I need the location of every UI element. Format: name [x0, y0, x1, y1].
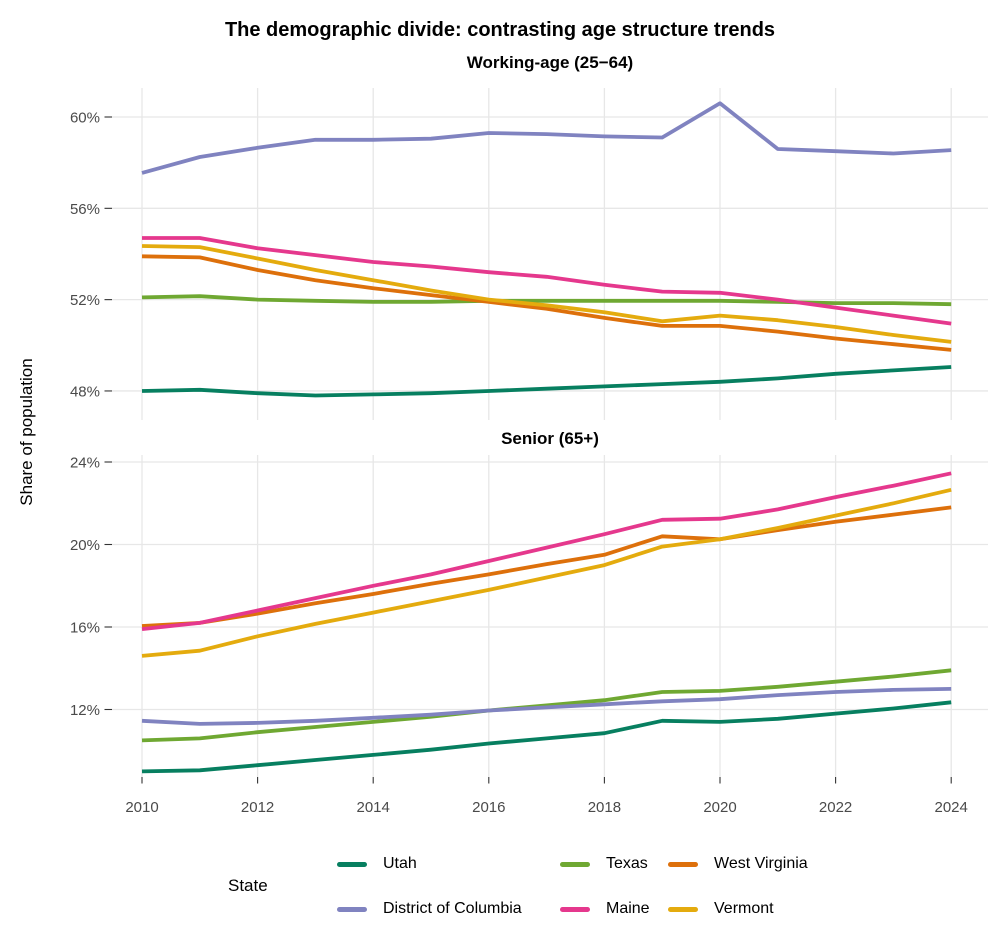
legend-entry-label: West Virginia [714, 855, 808, 872]
x-tick-label: 2010 [125, 799, 158, 816]
legend-title: State [228, 876, 268, 895]
y-tick-label: 24% [70, 455, 100, 472]
y-tick-label: 16% [70, 620, 100, 637]
chart-title: The demographic divide: contrasting age … [224, 19, 776, 41]
series-line-maine [142, 236, 952, 326]
legend-key-swatch [337, 906, 367, 912]
y-tick-label: 52% [70, 292, 100, 309]
y-tick-label: 56% [70, 201, 100, 218]
legend-key-swatch [337, 861, 367, 867]
series-line-west-virginia [141, 505, 952, 628]
legend-entry-district-of-columbia: District of Columbia [337, 898, 560, 920]
series-line-texas [141, 668, 952, 743]
legend-entry-vermont: Vermont [668, 898, 808, 920]
facet-title-senior: Senior (65+) [501, 429, 599, 448]
x-tick-label: 2022 [819, 799, 852, 816]
x-tick-label: 2024 [935, 799, 968, 816]
series-line-utah [141, 700, 952, 774]
x-tick-label: 2014 [357, 799, 390, 816]
legend-entry-texas: Texas [560, 853, 668, 875]
y-tick-label: 20% [70, 537, 100, 554]
y-tick-label: 12% [70, 702, 100, 719]
legend-key-swatch [668, 861, 698, 867]
legend-key-swatch [668, 906, 698, 912]
legend-entry-utah: Utah [337, 853, 560, 875]
legend-entry-west-virginia: West Virginia [668, 853, 808, 875]
legend-entry-maine: Maine [560, 898, 668, 920]
legend-entry-label: Texas [606, 855, 648, 872]
legend-entry-label: District of Columbia [383, 900, 522, 917]
y-axis-label: Share of population [17, 358, 36, 506]
series-line-west-virginia [141, 254, 952, 352]
x-tick-label: 2012 [241, 799, 274, 816]
legend-entry-label: Maine [606, 900, 650, 917]
x-tick-label: 2016 [472, 799, 505, 816]
series-line-texas [141, 294, 952, 307]
legend-key-swatch [560, 861, 590, 867]
series-line-utah [141, 365, 952, 398]
legend-entry-label: Utah [383, 855, 417, 872]
x-tick-label: 2018 [588, 799, 621, 816]
legend-entry-label: Vermont [714, 900, 774, 917]
facet-title-working-age: Working-age (25−64) [466, 53, 634, 72]
series-line-district-of-columbia [141, 101, 952, 175]
legend-key-swatch [560, 906, 590, 912]
legend-items: Utah Texas West Virginia District of Col… [337, 853, 808, 920]
series-line-vermont [141, 487, 952, 658]
x-tick-label: 2020 [703, 799, 736, 816]
series-line-district-of-columbia [141, 687, 952, 726]
series-line-vermont [141, 244, 952, 344]
y-tick-label: 60% [70, 110, 100, 127]
series-line-maine [141, 471, 952, 631]
y-tick-label: 48% [70, 383, 100, 400]
